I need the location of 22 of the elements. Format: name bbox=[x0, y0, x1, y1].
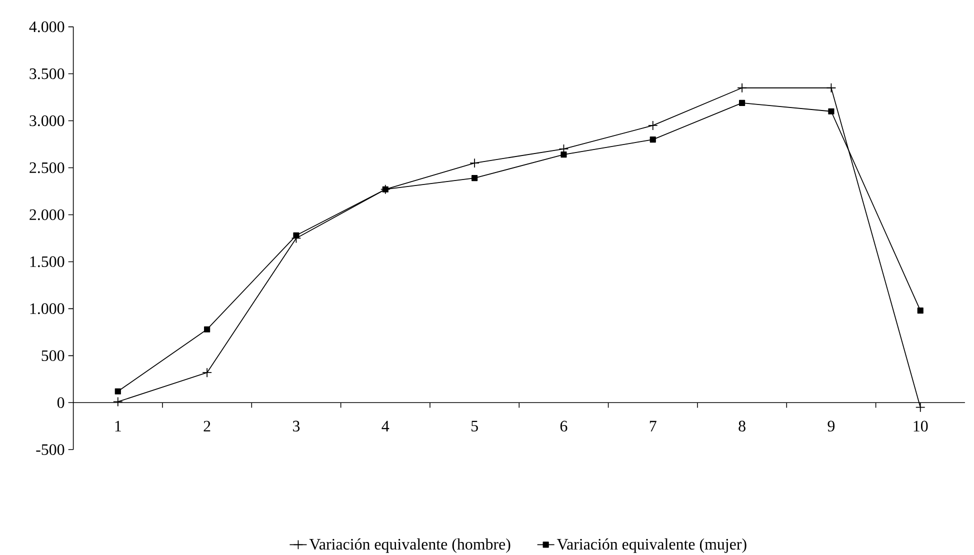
x-tick-label: 6 bbox=[560, 420, 568, 432]
legend-label: Variación equivalente (hombre) bbox=[309, 538, 510, 553]
x-tick-label: 5 bbox=[471, 420, 478, 432]
x-tick-label: 1 bbox=[115, 420, 121, 432]
y-tick-label: -500 bbox=[36, 444, 64, 456]
y-tick-label: 2.500 bbox=[30, 162, 64, 174]
y-tick-label: 1.000 bbox=[30, 303, 64, 314]
y-tick-label: 1.500 bbox=[30, 256, 64, 268]
x-tick-label: 3 bbox=[293, 420, 300, 432]
x-tick-label: 9 bbox=[828, 420, 835, 432]
y-tick-label: 2.000 bbox=[30, 209, 64, 220]
y-tick-label: 500 bbox=[42, 350, 64, 362]
y-tick-label: 4.000 bbox=[29, 21, 64, 32]
legend-label: Variación equivalente (mujer) bbox=[556, 538, 746, 553]
x-tick-label: 7 bbox=[650, 420, 656, 432]
x-tick-label: 8 bbox=[738, 420, 746, 432]
y-tick-label: 0 bbox=[57, 397, 64, 408]
x-tick-label: 10 bbox=[914, 420, 928, 432]
y-tick-label: 3.500 bbox=[30, 68, 64, 80]
x-tick-label: 2 bbox=[204, 420, 210, 432]
y-tick-label: 3.000 bbox=[30, 115, 64, 126]
x-tick-label: 4 bbox=[382, 420, 390, 432]
